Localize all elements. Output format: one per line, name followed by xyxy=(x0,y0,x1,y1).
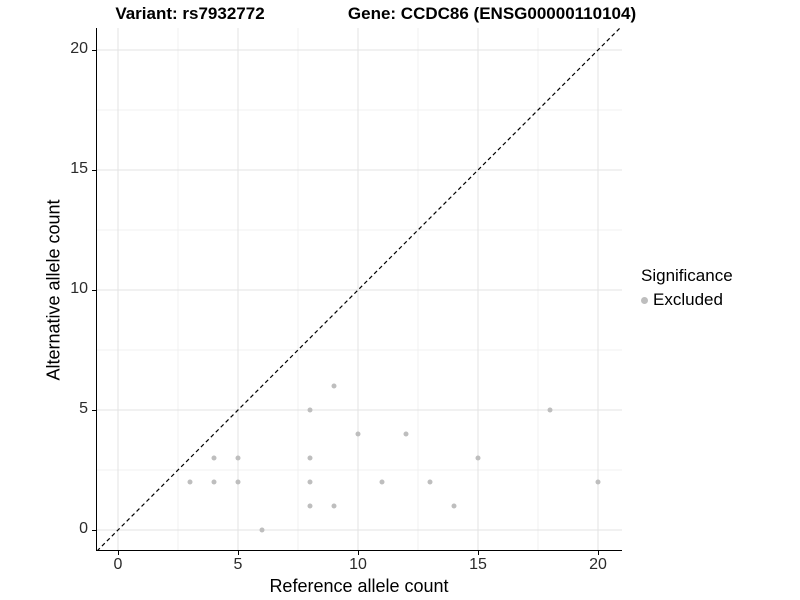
y-tick-label: 10 xyxy=(70,280,88,297)
data-point xyxy=(427,479,433,485)
x-tick-label: 15 xyxy=(469,556,487,573)
data-point xyxy=(595,479,601,485)
y-tick-mark xyxy=(92,289,96,291)
x-tick-label: 0 xyxy=(113,556,123,573)
y-tick-label: 15 xyxy=(70,160,88,177)
legend-item-excluded: Excluded xyxy=(641,290,733,310)
data-point xyxy=(307,503,313,509)
plot-title-variant: Variant: rs7932772 xyxy=(115,4,265,23)
y-tick-mark xyxy=(92,169,96,171)
data-point xyxy=(307,455,313,461)
x-tick-label: 20 xyxy=(589,556,607,573)
plot-title-gene: Gene: CCDC86 (ENSG00000110104) xyxy=(347,4,637,23)
y-tick-label: 0 xyxy=(79,520,88,537)
data-point xyxy=(331,383,337,389)
data-point xyxy=(187,479,193,485)
data-point xyxy=(307,479,313,485)
data-point xyxy=(547,407,553,413)
data-point xyxy=(211,479,217,485)
y-tick-mark xyxy=(92,49,96,51)
data-point xyxy=(331,503,337,509)
data-point xyxy=(475,455,481,461)
data-point xyxy=(259,527,265,533)
data-point xyxy=(235,455,241,461)
y-tick-mark xyxy=(92,409,96,411)
x-axis-title: Reference allele count xyxy=(269,576,449,596)
legend-item-label: Excluded xyxy=(653,290,723,309)
y-tick-label: 5 xyxy=(79,400,88,417)
data-point xyxy=(403,431,409,437)
data-point xyxy=(235,479,241,485)
x-tick-label: 5 xyxy=(233,556,243,573)
data-point xyxy=(379,479,385,485)
x-tick-label: 10 xyxy=(349,556,367,573)
legend-point-icon xyxy=(641,296,648,304)
x-tick-mark xyxy=(597,551,599,555)
x-tick-mark xyxy=(357,551,359,555)
x-tick-mark xyxy=(117,551,119,555)
plot-canvas xyxy=(96,28,622,551)
data-point xyxy=(451,503,457,509)
data-point xyxy=(355,431,361,437)
data-point xyxy=(307,407,313,413)
data-point xyxy=(211,455,217,461)
identity-reference-line xyxy=(96,28,621,551)
y-tick-mark xyxy=(92,529,96,531)
x-tick-mark xyxy=(477,551,479,555)
plot-panel xyxy=(96,28,622,551)
legend-title: Significance xyxy=(641,266,733,285)
legend: Significance Excluded xyxy=(641,266,733,310)
y-tick-label: 20 xyxy=(70,40,88,57)
x-tick-mark xyxy=(237,551,239,555)
